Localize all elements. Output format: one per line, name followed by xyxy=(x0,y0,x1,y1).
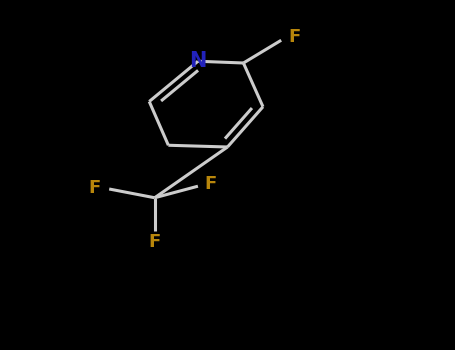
Text: N: N xyxy=(189,51,207,71)
Text: F: F xyxy=(149,233,161,251)
Text: F: F xyxy=(289,28,301,47)
Text: F: F xyxy=(204,175,216,194)
Text: F: F xyxy=(89,179,101,197)
